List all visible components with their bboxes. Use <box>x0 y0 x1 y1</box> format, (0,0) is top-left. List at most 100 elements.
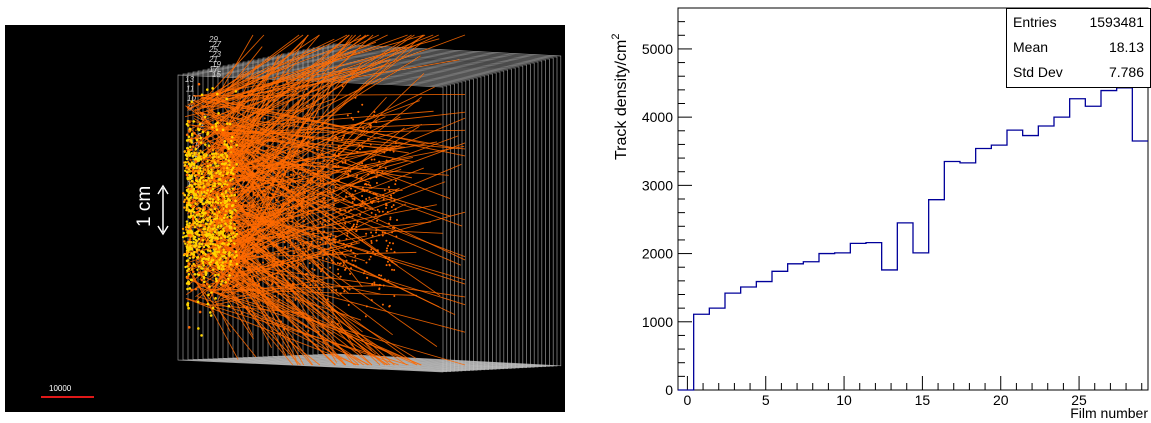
track-hit <box>309 182 312 185</box>
particle-track <box>222 164 377 211</box>
vertex-hit <box>185 167 188 170</box>
track-hit <box>272 245 275 248</box>
track-hit <box>242 252 245 255</box>
vertex-hit <box>210 204 213 207</box>
y-tick-label: 5000 <box>642 41 673 57</box>
track-hit <box>281 219 284 222</box>
track-hit <box>342 198 345 201</box>
vertex-hit <box>201 202 204 206</box>
track-hit <box>236 169 239 172</box>
vertex-hit <box>212 152 216 155</box>
track-hit <box>373 114 376 117</box>
track-hit <box>282 125 285 128</box>
vertex-hit <box>207 242 210 245</box>
track-hit <box>355 167 358 170</box>
track-hit <box>247 266 250 269</box>
track-hit <box>298 149 301 152</box>
track-hit <box>233 227 237 230</box>
track-hit <box>272 206 275 209</box>
track-hit <box>265 292 268 295</box>
track-hit <box>251 211 254 214</box>
vertex-hit <box>220 224 223 227</box>
track-hit <box>272 193 275 196</box>
track-hit <box>275 275 278 278</box>
track-hit <box>344 170 347 173</box>
track-hit <box>205 257 208 261</box>
track-hit <box>298 192 301 195</box>
track-hit <box>354 259 357 262</box>
track-hit <box>186 304 190 307</box>
vertex-hit <box>213 224 216 227</box>
track-hit <box>193 273 197 276</box>
vertex-hit <box>203 190 206 194</box>
track-hit <box>303 184 306 187</box>
track-hit <box>385 202 388 205</box>
particle-track <box>200 275 422 366</box>
vertex-hit <box>226 215 229 219</box>
track-hit <box>286 263 289 266</box>
vertex-hit <box>183 150 186 154</box>
track-hit <box>191 201 194 205</box>
track-hit <box>326 236 329 239</box>
vertex-hit <box>189 224 193 228</box>
vertex-hit <box>220 193 224 196</box>
track-hit <box>278 236 281 239</box>
track-hit <box>239 265 242 268</box>
track-hit <box>393 199 396 202</box>
vertex-hit <box>190 176 193 180</box>
track-hit <box>277 252 280 255</box>
track-hit <box>323 159 326 162</box>
track-hit <box>350 195 353 198</box>
track-hit <box>367 137 370 140</box>
track-hit <box>263 117 266 120</box>
track-hit <box>214 273 217 277</box>
vertex-hit <box>188 154 192 157</box>
track-hit <box>267 156 270 159</box>
track-hit <box>381 194 384 197</box>
track-hit <box>312 172 315 175</box>
track-hit <box>267 233 270 236</box>
vertex-hit <box>209 208 212 211</box>
track-hit <box>186 246 190 250</box>
track-hit <box>298 200 301 203</box>
track-hit <box>332 261 335 264</box>
vertex-hit <box>189 244 192 248</box>
track-hit <box>252 287 255 290</box>
track-hit <box>240 144 243 147</box>
track-hit <box>251 229 254 232</box>
vertex-hit <box>189 253 192 257</box>
track-hit <box>259 179 262 182</box>
vertex-hit <box>222 167 226 170</box>
particle-track <box>205 248 346 366</box>
vertex-hit <box>227 252 231 256</box>
track-hit <box>266 152 269 155</box>
track-hit <box>361 195 364 198</box>
track-hit <box>329 266 332 269</box>
track-hit <box>219 182 222 186</box>
particle-track <box>222 104 363 288</box>
track-hit <box>327 235 330 238</box>
track-hit <box>379 165 382 168</box>
particle-track <box>213 117 466 224</box>
vertex-hit <box>214 152 218 155</box>
track-hit <box>193 251 196 254</box>
vertex-hit <box>199 185 202 189</box>
track-hit <box>279 131 282 134</box>
track-hit <box>313 268 316 271</box>
track-hit <box>319 241 322 244</box>
track-hit <box>190 161 194 165</box>
track-hit <box>188 238 192 241</box>
track-hit <box>215 128 219 131</box>
track-hit <box>270 221 273 224</box>
track-hit <box>345 259 348 262</box>
vertex-hit <box>199 149 202 152</box>
track-hit <box>286 176 289 179</box>
particle-track <box>186 277 370 366</box>
vertex-hit <box>229 259 233 263</box>
track-hit <box>282 204 285 207</box>
y-tick-label: 1000 <box>642 314 673 330</box>
track-hit <box>254 254 257 257</box>
track-hit <box>208 285 211 288</box>
track-hit <box>225 205 228 209</box>
track-hit <box>328 220 331 223</box>
